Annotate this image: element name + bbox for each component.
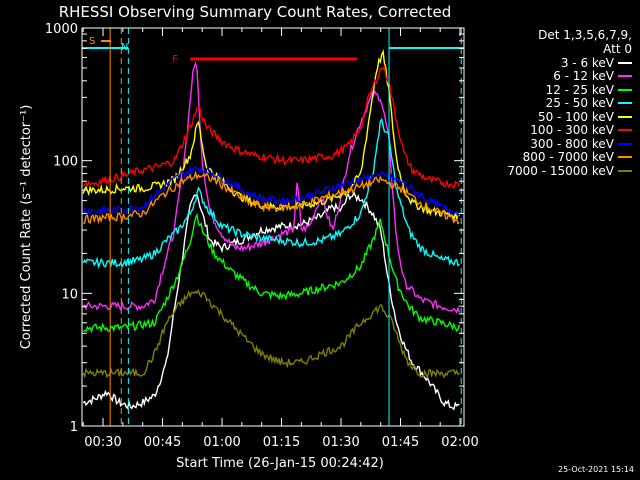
x-tick-label-0: 00:30	[84, 435, 121, 450]
legend-label: 12 - 25 keV	[545, 82, 614, 97]
annotation-f: F	[172, 54, 178, 65]
legend-header-line-2: Att 0	[603, 42, 632, 56]
legend-swatch	[618, 129, 632, 132]
legend-label: 100 - 300 keV	[530, 123, 614, 138]
timestamp: 25-Oct-2021 15:14	[558, 465, 634, 474]
series-line-7	[83, 169, 460, 225]
legend-label: 3 - 6 keV	[560, 55, 614, 70]
series-line-2	[82, 212, 461, 334]
legend-entry: 3 - 6 keV	[480, 56, 632, 70]
x-tick-label-5: 01:45	[382, 435, 419, 450]
y-tick-label-0: 1	[70, 420, 78, 435]
series-line-5	[82, 64, 461, 189]
x-tick-label-6: 02:00	[441, 435, 478, 450]
x-tick-label-1: 00:45	[144, 435, 181, 450]
legend-entry: 800 - 7000 keV	[480, 150, 632, 165]
series-line-6	[82, 166, 460, 217]
series-line-3	[82, 117, 460, 270]
legend-entry: 25 - 50 keV	[480, 96, 632, 111]
legend-swatch	[618, 102, 632, 105]
x-tick-label-3: 01:15	[263, 435, 300, 450]
annotation-s: S	[89, 36, 95, 47]
y-tick-label-2: 100	[53, 155, 78, 170]
axis-ticks: 00:30 00:45 01:00 01:15 01:30 01:45 02:00 1 10 10…	[45, 22, 479, 450]
legend: Det 1,3,5,6,7,9, Att 0 3 - 6 keV 6 - 12 k…	[480, 28, 632, 178]
legend-label: 7000 - 15000 keV	[507, 163, 614, 178]
annotation-n: N	[121, 42, 128, 53]
legend-entry: 300 - 800 keV	[480, 137, 632, 151]
legend-label: 300 - 800 keV	[530, 136, 614, 151]
chart-title: RHESSI Observing Summary Count Rates, Co…	[59, 3, 452, 21]
legend-header-line-1: Det 1,3,5,6,7,9,	[538, 28, 632, 42]
legend-entry: 50 - 100 keV	[480, 110, 632, 124]
legend-swatch	[618, 156, 632, 159]
legend-entries: 3 - 6 keV 6 - 12 keV 12 - 25 keV 25 - 50 ke…	[480, 56, 632, 178]
legend-label: 6 - 12 keV	[553, 69, 614, 84]
legend-swatch	[618, 88, 632, 91]
legend-label: 25 - 50 keV	[545, 96, 614, 111]
legend-entry: 100 - 300 keV	[480, 123, 632, 138]
legend-entry: 12 - 25 keV	[480, 83, 632, 97]
x-tick-label-4: 01:30	[322, 435, 359, 450]
legend-swatch	[618, 115, 632, 118]
x-axis-label: Start Time (26-Jan-15 00:24:42)	[176, 456, 384, 471]
legend-entry: 6 - 12 keV	[480, 69, 632, 84]
y-tick-label-3: 1000	[45, 22, 78, 37]
plot-area: S N F	[82, 28, 464, 426]
x-tick-label-2: 01:00	[203, 435, 240, 450]
legend-swatch	[618, 169, 632, 172]
legend-swatch	[618, 75, 632, 78]
legend-label: 800 - 7000 keV	[522, 150, 614, 165]
series-line-0	[82, 190, 460, 411]
y-axis-label: Corrected Count Rate (s⁻¹ detector⁻¹)	[19, 105, 34, 350]
legend-entry: 7000 - 15000 keV	[480, 164, 632, 178]
series-line-4	[82, 48, 461, 222]
plot-frame	[81, 27, 465, 427]
legend-swatch	[618, 61, 632, 64]
y-tick-label-1: 10	[61, 287, 78, 302]
legend-swatch	[618, 142, 632, 145]
series-line-8	[82, 288, 460, 379]
legend-label: 50 - 100 keV	[537, 109, 614, 124]
